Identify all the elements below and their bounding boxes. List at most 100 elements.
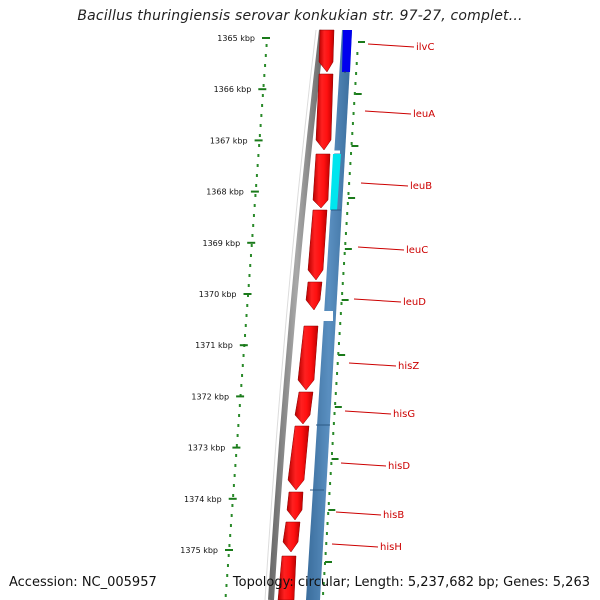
ruler-dot [229,534,232,537]
gene-label[interactable]: hisB [383,510,404,521]
track-dot [346,212,349,215]
gene-label[interactable]: hisZ [398,361,419,372]
track-dot [350,152,353,155]
ruler-dot [264,54,267,57]
ruler-dot [252,224,255,227]
ruler-dot [259,124,262,127]
cds-arrow[interactable] [287,425,310,491]
ruler-dot [244,334,247,337]
track-dot [356,52,359,55]
feature-highlight-cyan [330,154,341,210]
ruler-dot [230,514,233,517]
ruler-dot [263,74,266,77]
gene-label[interactable]: hisD [388,461,410,472]
feature-track [306,30,352,600]
ruler-dot [227,554,230,557]
track-dot [340,302,343,305]
track-dot [337,352,340,355]
ruler-dot [237,424,240,427]
gene-leader-line [357,246,405,251]
track-dot [330,462,333,465]
ruler-dot [246,304,249,307]
gene-label[interactable]: hisH [380,542,402,553]
track-dot [345,222,348,225]
track-dot [344,232,347,235]
ruler-dot [235,444,238,447]
track-dot [348,172,351,175]
track-dot [355,62,358,65]
track-dot [326,522,329,525]
track-dot [328,492,331,495]
gene-label[interactable]: leuB [410,181,432,192]
ruler-dot [251,234,254,237]
track-dot [332,422,335,425]
track-dot [336,362,339,365]
ruler-dot [240,384,243,387]
track-dot [349,162,352,165]
ruler-dot [235,454,238,457]
track-dot [343,252,346,255]
cds-arrow[interactable] [318,29,335,73]
ruler-dot [249,264,252,267]
ruler-tick-label: 1369 kbp [202,239,240,248]
gene-leader-line [331,543,379,548]
track-dot [353,92,356,95]
ruler-dot [261,104,264,107]
ruler-dot [238,414,241,417]
ruler-dot [232,494,235,497]
track-dot [351,132,354,135]
ruler-dot [256,164,259,167]
ruler-tick-label: 1374 kbp [184,495,222,504]
cds-arrow[interactable] [294,391,314,425]
track-dot [335,382,338,385]
cds-arrow[interactable] [305,281,323,311]
ruler-dot [247,284,250,287]
gene-label[interactable]: hisG [393,409,415,420]
track-dot [329,472,332,475]
ruler-dot [236,434,239,437]
cds-arrow[interactable] [277,555,297,600]
track-dot [343,262,346,265]
ruler-tick-label: 1365 kbp [217,34,255,43]
gene-leader-line [344,410,392,415]
gene-leader-line [348,362,397,367]
cds-arrow[interactable] [307,209,328,281]
track-dot [331,442,334,445]
ruler-dot [257,154,260,157]
gene-label[interactable]: ilvC [416,42,434,53]
ruler-tick-label: 1367 kbp [210,136,248,145]
track-dot [339,312,342,315]
cds-arrow[interactable] [282,521,301,553]
track-dot [324,562,326,565]
ruler-tick-label: 1372 kbp [191,392,229,401]
track-dot [327,502,330,505]
ruler-tick-label: 1368 kbp [206,188,244,197]
track-dot [323,572,326,575]
gene-label[interactable]: leuC [406,245,428,256]
gene-label[interactable]: leuD [403,297,426,308]
ruler-dot [234,464,237,467]
ruler-dot [254,194,257,197]
cds-arrow[interactable] [297,325,319,391]
track-dot [344,242,347,245]
track-ticks [322,41,365,595]
ruler-dot [245,314,248,317]
track-dot [322,582,325,585]
track-dot [347,192,350,195]
ruler-major-ticks: 1365 kbp 1366 kbp 1367 kbp 1368 kbp 1369 kbp… [180,34,270,555]
track-dot [336,372,339,375]
cds-arrow[interactable] [286,491,304,521]
ruler-dot [238,404,241,407]
track-dot [337,342,340,345]
track-dot [354,82,357,85]
track-dot [325,532,328,535]
cds-arrow[interactable] [312,153,331,209]
track-dot [339,322,342,325]
genome-summary: Topology: circular; Length: 5,237,682 bp… [232,575,590,590]
ruler-dot [261,94,264,97]
ruler-dot [264,64,267,67]
cds-arrow[interactable] [315,73,334,151]
ruler-tick-label: 1366 kbp [214,85,252,94]
gene-label[interactable]: leuA [413,109,435,120]
